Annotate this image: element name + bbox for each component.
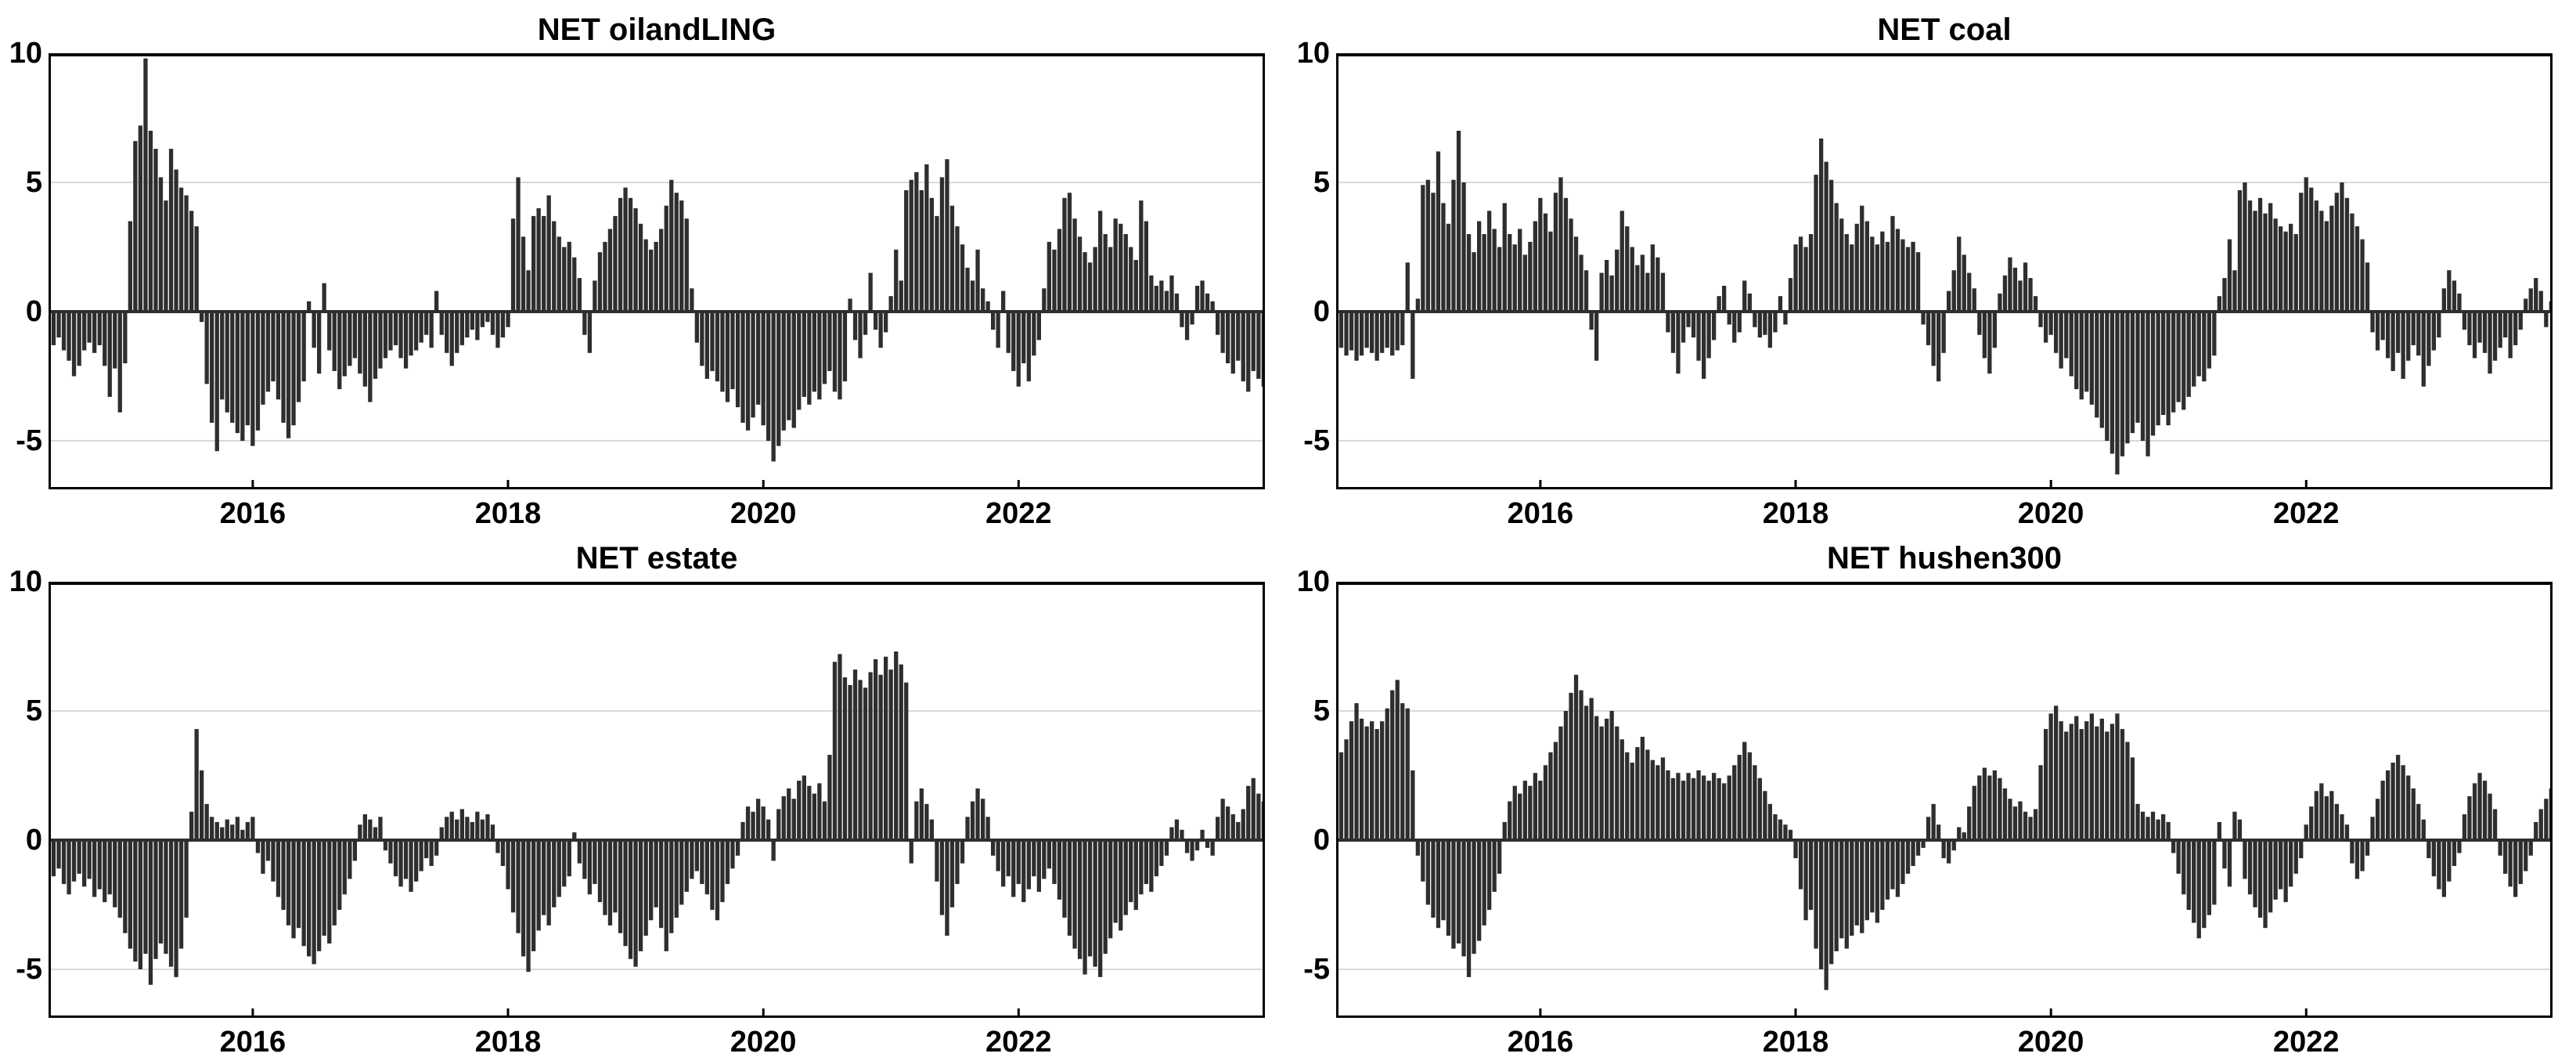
x-tick-label: 2016 <box>1507 1026 1574 1057</box>
panel-title: NET coal <box>1877 13 2012 47</box>
x-tick-label: 2016 <box>219 497 286 530</box>
x-tick-label: 2016 <box>1507 497 1574 530</box>
bars <box>1336 674 2553 990</box>
plot-area-net-estate <box>49 582 1265 1018</box>
x-tick-label: 2022 <box>2273 497 2340 530</box>
y-tick-label: 10 <box>9 565 42 598</box>
x-tick-label: 2018 <box>1762 497 1829 530</box>
x-tick-label: 2016 <box>219 1026 286 1057</box>
y-tick-label: -5 <box>1303 424 1330 457</box>
x-tick-label: 2018 <box>474 497 542 530</box>
x-tick-label: 2022 <box>2273 1026 2340 1057</box>
panel-title: NET oilandLING <box>537 13 776 47</box>
plot-area-net-oilandling <box>49 53 1265 489</box>
y-tick-label: 5 <box>25 165 42 199</box>
plot-area-net-hushen300 <box>1336 582 2553 1018</box>
y-tick-label: 5 <box>1313 165 1330 199</box>
x-tick-label: 2022 <box>985 1026 1052 1057</box>
y-tick-label: 0 <box>1313 823 1330 857</box>
y-tick-label: -5 <box>1303 952 1330 986</box>
y-tick-label: 5 <box>25 694 42 727</box>
y-tick-label: -5 <box>16 424 42 457</box>
x-tick-label: 2020 <box>730 497 797 530</box>
zero-baseline <box>49 310 1265 313</box>
panel-net-estate: NET estate 10 5 0 -5 2016 2018 2020 2022 <box>0 528 1288 1057</box>
y-tick-label: 10 <box>1296 37 1330 70</box>
x-tick-label: 2020 <box>2017 497 2084 530</box>
x-tick-label: 2020 <box>730 1026 797 1057</box>
zero-baseline <box>1336 310 2553 313</box>
panel-title: NET estate <box>575 541 738 575</box>
panel-net-oilandling: NET oilandLING 10 5 0 -5 2016 2018 2020 2022 <box>0 0 1288 530</box>
y-tick-label: 0 <box>1313 294 1330 328</box>
x-tick-label: 2020 <box>2017 1026 2084 1057</box>
panel-net-coal: NET coal 10 5 0 -5 2016 2018 2020 2022 <box>1288 0 2576 530</box>
zero-baseline <box>49 839 1265 842</box>
bars <box>1336 131 2553 474</box>
bars <box>49 651 1265 985</box>
panel-title: NET hushen300 <box>1826 541 2063 575</box>
y-tick-label: 5 <box>1313 694 1330 727</box>
plot-area-net-coal <box>1336 53 2553 489</box>
x-tick-label: 2022 <box>985 497 1052 530</box>
zero-baseline <box>1336 839 2553 842</box>
panel-net-hushen300: NET hushen300 10 5 0 -5 2016 2018 2020 2022 <box>1288 528 2576 1057</box>
y-tick-label: 10 <box>1296 565 1330 598</box>
bars <box>49 58 1265 462</box>
x-tick-label: 2018 <box>474 1026 542 1057</box>
y-tick-label: 10 <box>9 37 42 70</box>
y-tick-label: -5 <box>16 952 42 986</box>
y-tick-label: 0 <box>25 823 42 857</box>
x-tick-label: 2018 <box>1762 1026 1829 1057</box>
y-tick-label: 0 <box>25 294 42 328</box>
